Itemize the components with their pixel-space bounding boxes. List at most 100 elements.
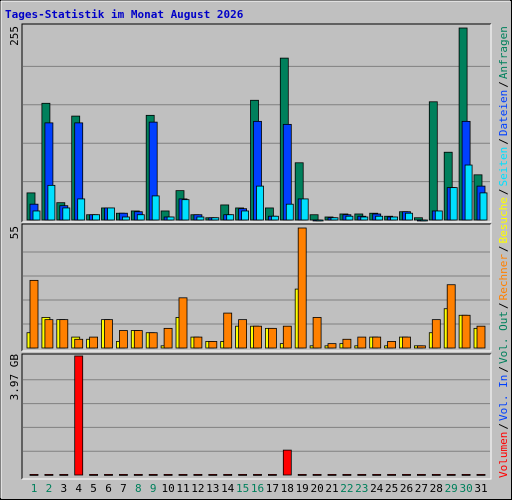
day-label: 11 — [176, 482, 189, 495]
bar — [133, 474, 143, 476]
day-label: 6 — [105, 482, 112, 495]
day-label: 25 — [385, 482, 398, 495]
bar — [267, 474, 277, 476]
bar — [148, 332, 158, 349]
legend-entry: Rechner — [497, 254, 510, 301]
bar — [342, 474, 352, 476]
day-label: 31 — [474, 482, 487, 495]
day-label: 3 — [60, 482, 67, 495]
panel-shadow — [21, 353, 491, 479]
bar — [431, 474, 441, 476]
bar — [402, 474, 411, 476]
legend-entry: Anfragen — [497, 26, 510, 79]
panel — [22, 354, 491, 479]
legend-separator: / — [497, 302, 510, 309]
bar — [416, 345, 426, 349]
bar — [416, 474, 426, 476]
bar — [387, 341, 397, 349]
bar — [119, 474, 128, 476]
legend-entry: Besuche — [497, 197, 510, 243]
bar — [372, 474, 382, 476]
legend-separator: / — [497, 81, 510, 88]
bar — [428, 101, 438, 221]
day-label: 4 — [75, 482, 82, 495]
bar — [151, 195, 160, 221]
bar — [402, 336, 411, 349]
bar — [163, 327, 173, 349]
bar — [223, 474, 233, 476]
day-label: 14 — [221, 482, 235, 495]
bar — [449, 187, 458, 221]
bar — [89, 474, 98, 476]
bar — [47, 184, 56, 221]
day-label: 20 — [310, 482, 323, 495]
bar — [327, 474, 337, 476]
day-label: 9 — [150, 482, 157, 495]
bar — [315, 219, 324, 222]
bar — [345, 215, 354, 221]
bar — [148, 474, 158, 476]
bar — [133, 330, 143, 349]
bar — [312, 317, 322, 349]
day-label: 22 — [340, 482, 353, 495]
day-label: 17 — [266, 482, 279, 495]
bar — [136, 214, 145, 221]
bar — [253, 325, 262, 349]
bar — [357, 336, 367, 349]
legend-entry: Volumen — [497, 432, 510, 478]
bar — [270, 215, 279, 221]
day-label: 21 — [325, 482, 338, 495]
bar — [32, 210, 41, 221]
day-label: 28 — [430, 482, 443, 495]
bar — [360, 216, 369, 221]
bar — [211, 217, 220, 221]
bar — [193, 474, 203, 476]
bar — [29, 279, 39, 349]
bar — [59, 319, 69, 349]
day-label: 23 — [355, 482, 368, 495]
bar — [178, 297, 188, 349]
bar — [44, 319, 54, 349]
day-label: 12 — [191, 482, 204, 495]
day-label: 18 — [281, 482, 294, 495]
day-label: 19 — [296, 482, 309, 495]
panel-highlight — [22, 224, 492, 352]
bar — [92, 214, 100, 221]
day-label: 30 — [459, 482, 472, 495]
bar — [181, 199, 190, 221]
day-label: 24 — [370, 482, 384, 495]
bar — [223, 312, 233, 349]
legend-separator: / — [497, 423, 510, 430]
bar — [387, 474, 397, 476]
bar — [446, 474, 456, 476]
bar — [330, 217, 339, 221]
bar — [342, 338, 352, 349]
day-label: 27 — [415, 482, 428, 495]
bar — [327, 343, 337, 349]
bar — [476, 474, 486, 476]
max-label: 55 — [8, 226, 21, 239]
legend: Volumen/Vol. In/Vol. Out/Rechner/Besuche… — [497, 26, 510, 478]
panel-shadow — [21, 223, 491, 351]
bar — [309, 214, 319, 221]
bar — [62, 207, 71, 221]
day-label: 2 — [46, 482, 53, 495]
chart-title: Tages-Statistik im Monat August 2026 — [5, 8, 244, 21]
legend-separator: / — [497, 366, 510, 373]
bar — [89, 336, 98, 349]
bar — [208, 474, 218, 476]
bar — [297, 227, 307, 349]
bar — [196, 216, 205, 221]
bar — [461, 474, 471, 476]
legend-separator: / — [497, 245, 510, 252]
bar — [253, 474, 262, 476]
max-label: 3.97 GB — [8, 354, 21, 401]
day-label: 15 — [236, 482, 249, 495]
bar — [107, 207, 115, 221]
bar — [312, 474, 322, 476]
bar — [59, 474, 69, 476]
bar — [282, 449, 292, 476]
bar — [77, 198, 86, 221]
bar — [375, 215, 384, 221]
